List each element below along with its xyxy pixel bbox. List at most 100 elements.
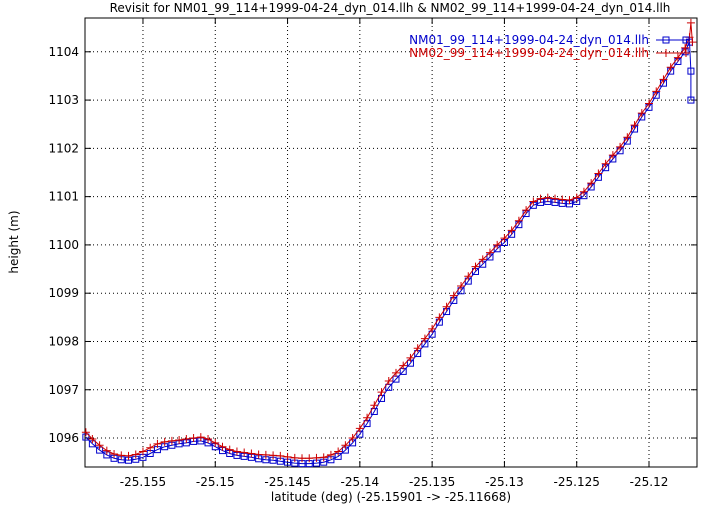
data-point — [514, 216, 523, 225]
data-point — [312, 453, 321, 462]
data-point — [493, 240, 502, 249]
legend-marker — [662, 36, 670, 44]
x-tick-label: -25.155 — [120, 475, 166, 489]
x-tick-label: -25.145 — [264, 475, 310, 489]
data-point — [276, 451, 285, 460]
y-tick-label: 1100 — [48, 238, 79, 252]
legend-marker — [682, 49, 690, 57]
data-point — [608, 151, 617, 160]
data-point — [652, 87, 661, 96]
data-point — [319, 453, 328, 462]
x-tick-label: -25.125 — [554, 475, 600, 489]
data-point — [377, 388, 386, 397]
y-tick-label: 1098 — [48, 334, 79, 348]
data-point — [457, 281, 466, 290]
y-axis-label: height (m) — [7, 210, 21, 273]
data-point — [579, 187, 588, 196]
data-point — [687, 67, 695, 75]
grid-lines — [85, 18, 697, 467]
y-tick-label: 1103 — [48, 93, 79, 107]
data-point — [117, 451, 126, 460]
data-point — [225, 445, 234, 454]
data-point — [551, 194, 560, 203]
data-point — [681, 43, 690, 52]
legend-label: NM02_99_114+1999-04-24_dyn_014.llh — [409, 46, 649, 60]
data-point — [464, 272, 473, 281]
data-point — [406, 353, 415, 362]
data-point — [616, 142, 625, 151]
y-tick-label: 1099 — [48, 286, 79, 300]
data-point — [138, 447, 147, 456]
data-point — [124, 451, 133, 460]
data-point — [95, 441, 104, 450]
x-tick-label: -25.13 — [485, 475, 524, 489]
data-point — [182, 434, 191, 443]
data-point — [189, 434, 198, 443]
data-point — [507, 226, 516, 235]
data-point — [167, 436, 176, 445]
data-point — [601, 159, 610, 168]
data-point — [298, 454, 307, 463]
data-point — [211, 438, 220, 447]
y-tick-label: 1096 — [48, 431, 79, 445]
y-tick-label: 1097 — [48, 383, 79, 397]
data-point — [399, 361, 408, 370]
x-axis: -25.155 -25.15 -25.145 -25.14 -25.135 -25.13 -… — [120, 18, 668, 489]
data-point — [283, 452, 292, 461]
data-point — [204, 434, 213, 443]
chart-title: Revisit for NM01_99_114+1999-04-24_dyn_0… — [110, 1, 671, 15]
data-point — [630, 121, 639, 130]
data-point — [686, 18, 695, 27]
data-point — [413, 344, 422, 353]
data-point — [290, 453, 299, 462]
data-point — [131, 450, 140, 459]
data-point — [232, 447, 241, 456]
data-point — [247, 449, 256, 458]
x-axis-label: latitude (deg) (-25.15901 -> -25.11668) — [271, 490, 511, 504]
data-point — [666, 63, 675, 72]
data-point — [478, 255, 487, 264]
data-point — [623, 133, 632, 142]
data-point — [485, 248, 494, 257]
data-point — [587, 179, 596, 188]
series-line — [85, 22, 693, 459]
data-point — [240, 448, 249, 457]
data-point — [688, 38, 697, 47]
series-line — [85, 41, 692, 465]
data-point — [391, 368, 400, 377]
data-point — [175, 435, 184, 444]
data-point — [196, 433, 205, 442]
y-tick-label: 1104 — [48, 45, 79, 59]
x-tick-label: -25.135 — [409, 475, 455, 489]
legend-label: NM01_99_114+1999-04-24_dyn_014.llh — [409, 33, 649, 47]
data-point — [565, 196, 574, 205]
legend-marker — [682, 36, 690, 44]
data-point — [637, 109, 646, 118]
data-point — [572, 193, 581, 202]
data-point — [363, 413, 372, 422]
data-point — [370, 401, 379, 410]
data-point — [536, 194, 545, 203]
y-axis: 1096 1097 1098 1099 1100 1101 1102 1103 1104 — [48, 45, 697, 445]
data-point — [102, 446, 111, 455]
data-point — [471, 262, 480, 271]
data-point — [435, 313, 444, 322]
data-point — [218, 442, 227, 451]
data-point — [500, 234, 509, 243]
data-point — [348, 434, 357, 443]
data-point — [81, 428, 90, 437]
data-point — [153, 439, 162, 448]
legend-marker — [662, 49, 670, 57]
data-point — [146, 443, 155, 452]
data-point — [254, 450, 263, 459]
data-point — [341, 441, 350, 450]
x-tick-label: -25.15 — [196, 475, 235, 489]
data-point — [269, 451, 278, 460]
data-point — [420, 334, 429, 343]
data-point — [673, 53, 682, 62]
data-point — [659, 75, 668, 84]
data-point — [88, 434, 97, 443]
data-point — [522, 206, 531, 215]
data-point — [558, 195, 567, 204]
